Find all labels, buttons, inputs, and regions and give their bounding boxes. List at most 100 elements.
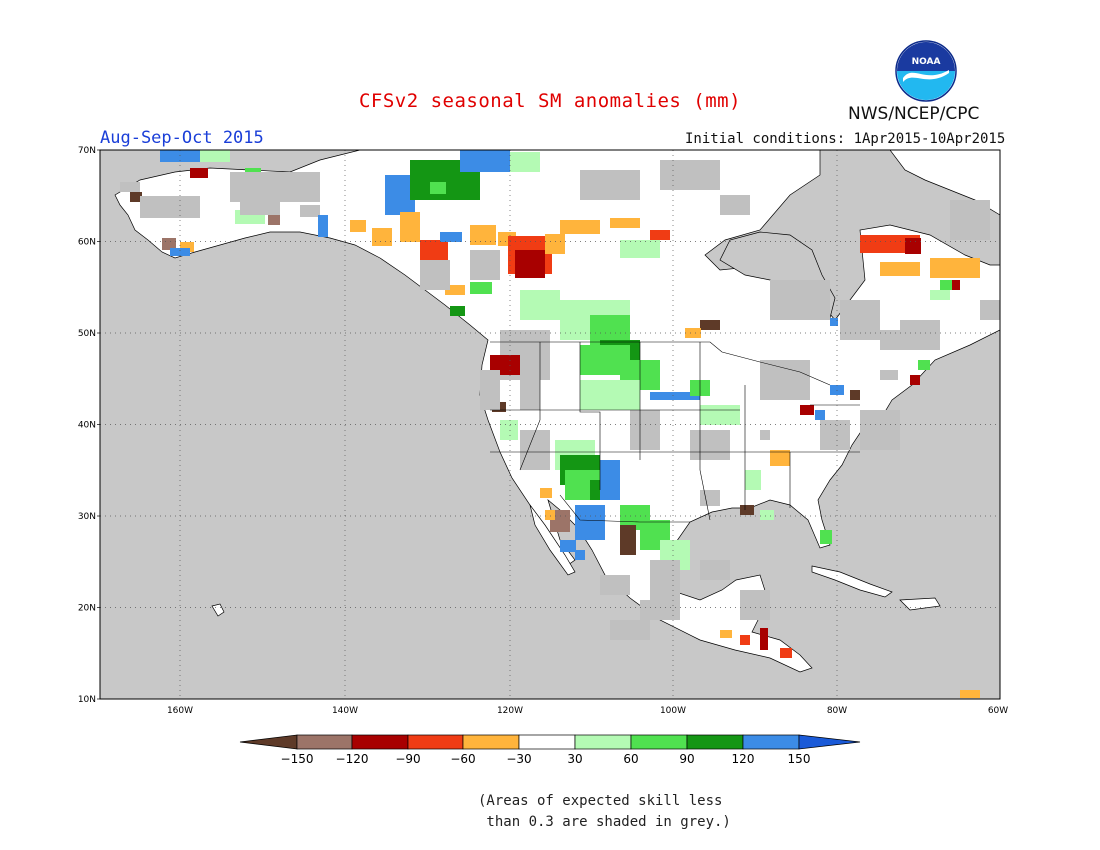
anomaly-cell xyxy=(815,410,825,420)
anomaly-cell xyxy=(720,195,750,215)
anomaly-cell xyxy=(950,200,990,240)
colorbar-tick-label: −60 xyxy=(450,752,475,766)
anomaly-cell xyxy=(770,450,790,466)
longitude-label: 60W xyxy=(988,706,1008,716)
anomaly-cell xyxy=(685,328,701,338)
anomaly-cell xyxy=(545,510,555,520)
anomaly-cell xyxy=(545,234,565,254)
latitude-label: 40N xyxy=(78,421,96,431)
lat-lon-grid xyxy=(100,150,1000,699)
noaa-logo-icon: NOAA xyxy=(895,40,957,102)
anomaly-cell xyxy=(318,215,328,237)
latitude-label: 50N xyxy=(78,329,96,339)
political-borders xyxy=(490,341,860,523)
anomaly-cell xyxy=(520,380,540,410)
anomaly-cell xyxy=(770,280,830,320)
anomaly-cell xyxy=(300,205,320,217)
anomaly-cell xyxy=(520,290,560,320)
anomaly-cell xyxy=(130,192,142,202)
anomaly-cells xyxy=(120,150,1000,698)
anomaly-cell xyxy=(500,420,518,440)
anomaly-cell xyxy=(700,320,720,330)
landmass-hispaniola xyxy=(899,597,941,611)
anomaly-cell xyxy=(580,380,640,410)
anomaly-cell xyxy=(575,550,585,560)
longitude-label: 120W xyxy=(497,706,523,716)
map-title: CFSv2 seasonal SM anomalies (mm) xyxy=(358,90,742,112)
anomaly-cell xyxy=(930,258,980,278)
anomaly-cell xyxy=(720,630,732,638)
anomaly-cell xyxy=(560,220,600,234)
anomaly-cell xyxy=(660,160,720,190)
landmass-hawaii xyxy=(211,603,225,617)
footnote: (Areas of expected skill less than 0.3 a… xyxy=(478,791,731,833)
longitude-label: 100W xyxy=(660,706,686,716)
anomaly-cell xyxy=(350,220,366,232)
footnote-line-2: than 0.3 are shaded in grey.) xyxy=(478,814,731,830)
anomaly-cell xyxy=(140,196,200,218)
anomaly-cell xyxy=(740,505,754,515)
svg-text:NOAA: NOAA xyxy=(912,57,941,67)
anomaly-cell xyxy=(190,168,208,178)
anomaly-cell xyxy=(760,510,774,520)
longitude-label: 160W xyxy=(167,706,193,716)
anomaly-cell xyxy=(880,370,898,380)
anomaly-cell xyxy=(900,320,940,350)
anomaly-cell xyxy=(575,505,605,540)
colorbar-tick-label: 60 xyxy=(623,752,638,766)
anomaly-cell xyxy=(910,375,920,385)
initial-conditions-label: Initial conditions: 1Apr2015-10Apr2015 xyxy=(685,131,1006,147)
colorbar-tick-label: 150 xyxy=(788,752,811,766)
anomaly-cell xyxy=(905,238,921,254)
landmass-baja xyxy=(529,504,576,576)
landmass-cuba xyxy=(811,565,893,598)
anomaly-cell xyxy=(540,488,552,498)
colorbar-segment xyxy=(798,734,861,750)
longitude-labels: 160W 140W 120W 100W 80W 60W xyxy=(167,706,1008,716)
anomaly-cell xyxy=(960,690,980,698)
anomaly-cell xyxy=(880,262,920,276)
agency-label: NWS/NCEP/CPC xyxy=(848,104,980,124)
colorbar-segment xyxy=(407,734,464,750)
colorbar-tick-label: 90 xyxy=(679,752,694,766)
colorbar-tick-labels: −150 −120 −90 −60 −30 30 60 90 120 150 xyxy=(281,752,811,766)
anomaly-cell xyxy=(470,250,500,280)
colorbar-segment xyxy=(462,734,520,750)
landmass-greenland xyxy=(889,150,1000,216)
anomaly-cell xyxy=(600,575,630,595)
anomaly-cell xyxy=(470,282,492,294)
anomaly-cell xyxy=(850,390,860,400)
anomaly-cell xyxy=(470,225,496,245)
colorbar-segment xyxy=(351,734,409,750)
anomaly-cell xyxy=(700,405,740,425)
anomaly-cell xyxy=(740,590,770,620)
colorbar-segment xyxy=(296,734,353,750)
anomaly-cell xyxy=(745,470,761,490)
anomaly-cell xyxy=(420,260,450,290)
latitude-label: 20N xyxy=(78,604,96,614)
anomaly-cell xyxy=(930,290,950,300)
colorbar-tick-label: −30 xyxy=(506,752,531,766)
longitude-label: 140W xyxy=(332,706,358,716)
anomaly-cell xyxy=(560,540,576,552)
anomaly-cell xyxy=(460,150,510,172)
anomaly-cell xyxy=(515,250,545,278)
anomaly-cell xyxy=(610,620,650,640)
anomaly-cell xyxy=(820,420,850,450)
colorbar-segment xyxy=(742,734,800,750)
latitude-label: 10N xyxy=(78,695,96,705)
colorbar-tick-label: 30 xyxy=(567,752,582,766)
anomaly-cell xyxy=(950,280,960,290)
colorbar-segment xyxy=(239,734,298,750)
colorbar-tick-label: −120 xyxy=(336,752,369,766)
anomaly-cell xyxy=(650,230,670,240)
colorbar-segment xyxy=(518,734,576,750)
anomaly-cell xyxy=(860,410,900,450)
anomaly-cell xyxy=(430,182,446,194)
anomaly-cell xyxy=(445,285,465,295)
latitude-label: 30N xyxy=(78,512,96,522)
anomaly-cell xyxy=(620,525,636,555)
anomaly-cell xyxy=(740,635,750,645)
anomaly-cell xyxy=(120,182,140,192)
anomaly-cell xyxy=(162,238,176,250)
